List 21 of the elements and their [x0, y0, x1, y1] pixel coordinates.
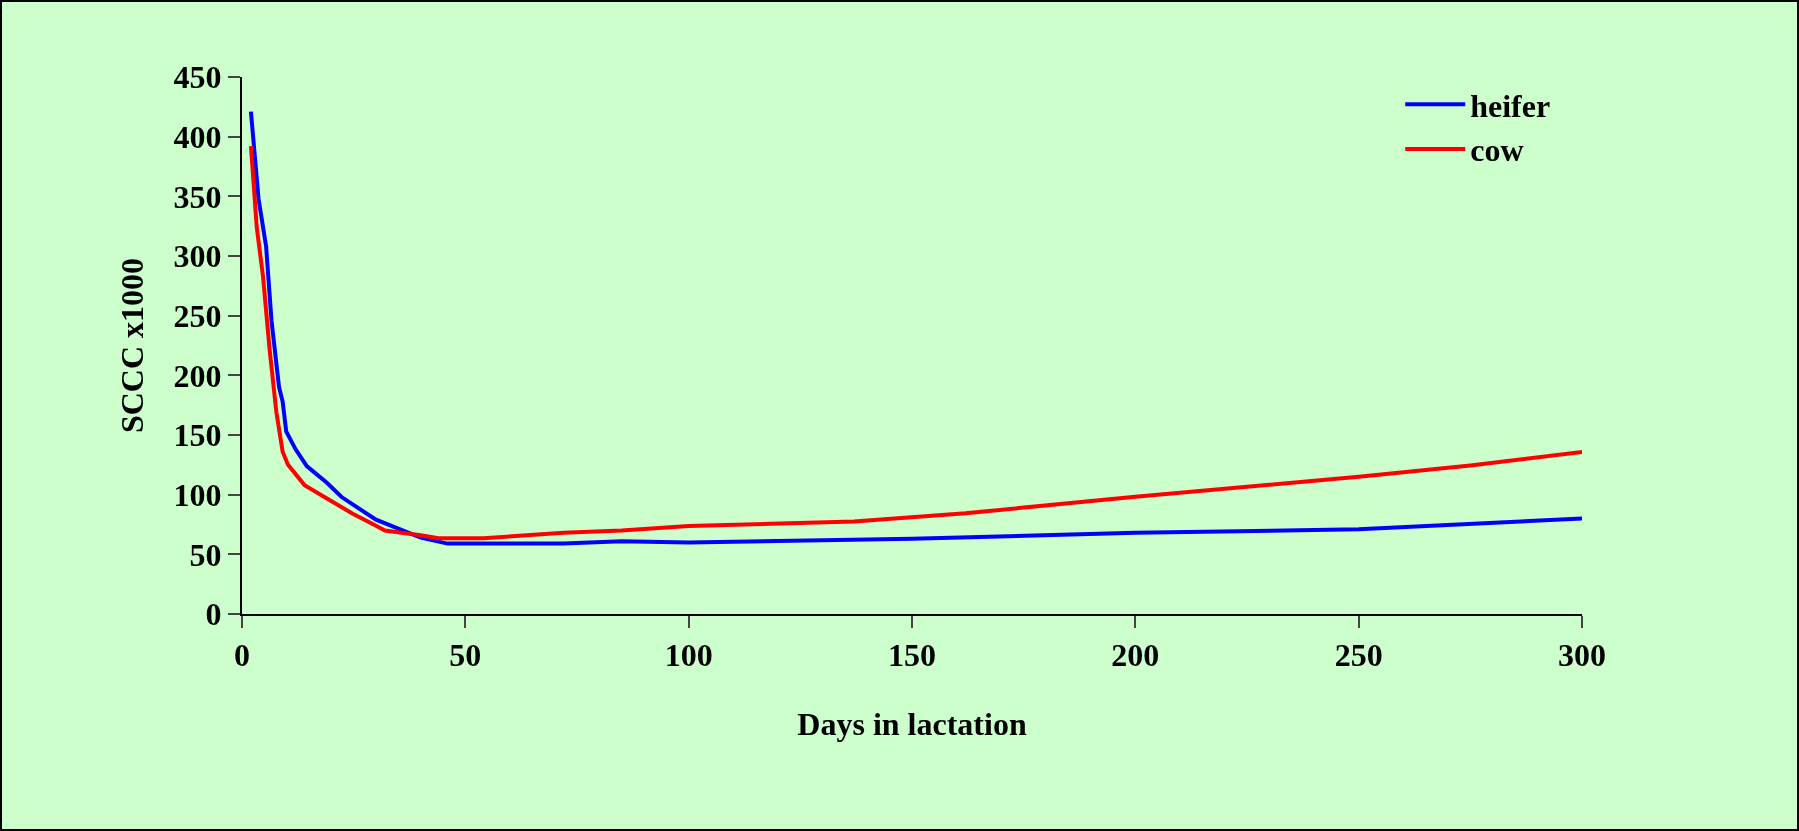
x-axis-title: Days in lactation [797, 705, 1027, 742]
y-tick-label: 200 [173, 357, 222, 394]
x-tick-label: 200 [1111, 637, 1160, 674]
y-tick-label: 400 [173, 118, 222, 155]
y-tick-label: 250 [173, 297, 222, 334]
y-tick-label: 450 [173, 59, 222, 96]
x-tick-label: 300 [1558, 637, 1606, 674]
y-axis-title: SCCC x1000 [114, 257, 151, 434]
y-tick-label: 100 [173, 476, 222, 513]
y-tick-label: 150 [173, 417, 222, 454]
x-tick-label: 150 [888, 637, 936, 674]
x-tick-label: 0 [234, 637, 250, 674]
x-tick-label: 50 [449, 637, 482, 674]
y-tick-label: 350 [173, 178, 222, 215]
y-tick-label: 300 [173, 238, 222, 275]
y-tick-label: 0 [205, 596, 222, 633]
legend-label: cow [1470, 132, 1524, 169]
legend-label: heifer [1470, 87, 1551, 124]
x-tick-label: 100 [664, 637, 713, 674]
y-tick-label: 50 [189, 536, 222, 573]
x-tick-label: 250 [1334, 637, 1383, 674]
